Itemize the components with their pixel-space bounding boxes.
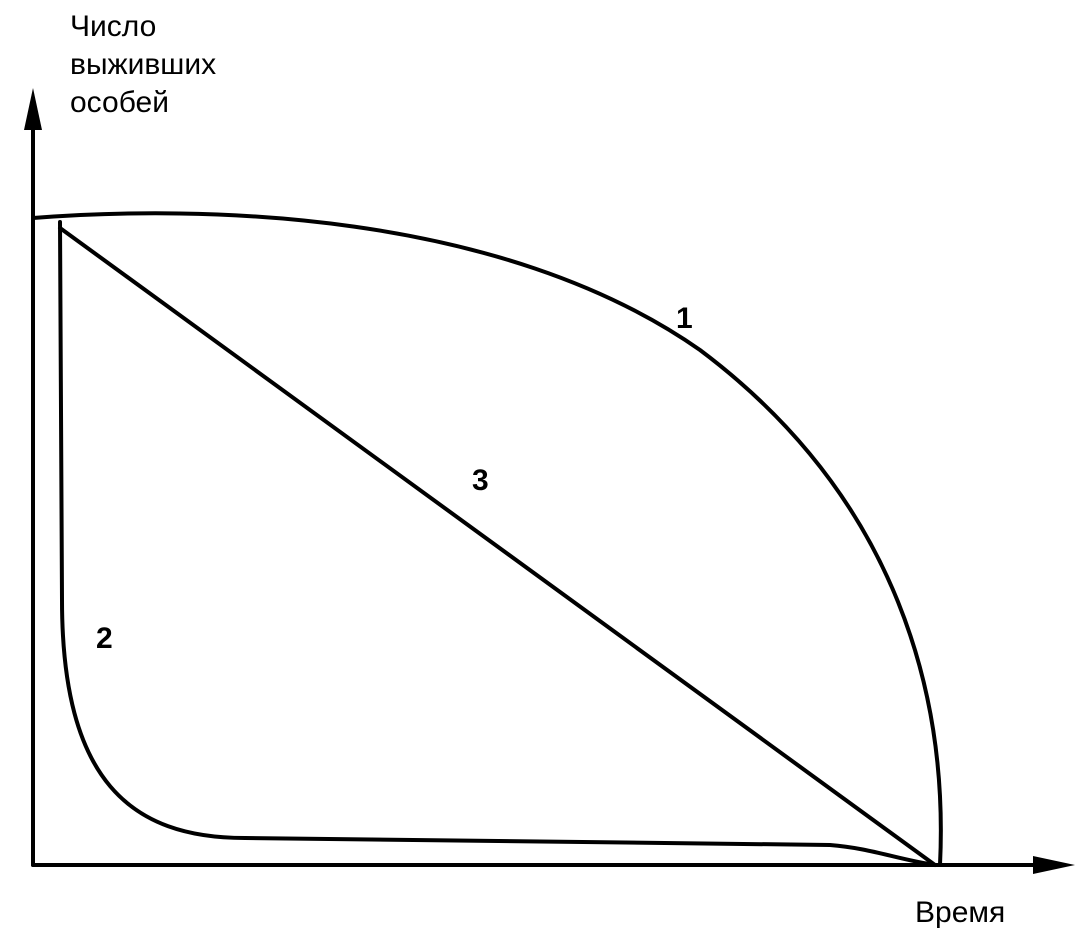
y-axis-label: особей [70,86,169,119]
curve-3 [58,226,937,867]
y-axis-arrow [24,88,42,130]
curve-label: 2 [96,622,113,655]
curve-2 [58,220,937,867]
curve-label: 1 [676,302,693,335]
y-axis-label: выживших [70,48,216,81]
x-axis-arrow [1033,856,1075,874]
y-axis-label: Число [70,10,156,43]
curve-label: 3 [472,464,489,497]
x-axis-label: Время [915,896,1005,929]
curve-1 [31,211,943,867]
